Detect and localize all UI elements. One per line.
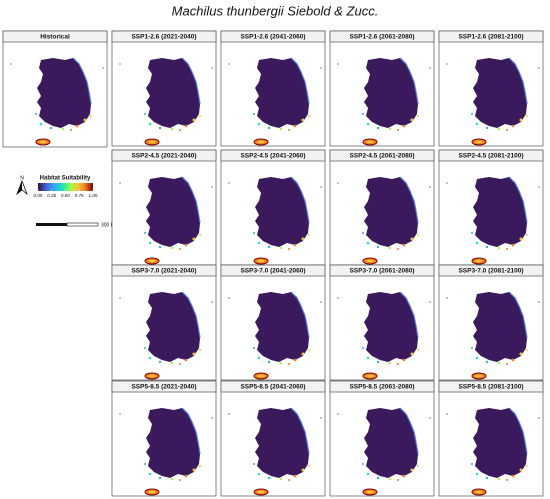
north-label: N	[20, 175, 24, 181]
map-panel: SSP1-2.6 (2021-2040)	[111, 30, 217, 147]
map-panel: SSP5-8.5 (2021-2040)	[111, 380, 217, 497]
colorbar-tick-label: 1.00	[89, 193, 98, 198]
panel-header	[111, 264, 217, 277]
panel-title: SSP2-4.5 (2061-2080)	[349, 153, 414, 160]
colorbar-tick-label: 0.50	[61, 193, 70, 198]
panel-title: SSP5-8.5 (2061-2080)	[349, 384, 414, 391]
panel-title: SSP2-4.5 (2081-2100)	[458, 153, 523, 160]
map-panel: SSP5-8.5 (2061-2080)	[329, 380, 435, 497]
panel-title: SSP5-8.5 (2081-2100)	[458, 384, 523, 391]
panel-header	[220, 149, 326, 162]
map-panel: SSP3-7.0 (2081-2100)	[438, 264, 544, 381]
panel-title: SSP5-8.5 (2021-2040)	[131, 384, 196, 391]
map-panel: SSP2-4.5 (2041-2060)	[220, 149, 326, 266]
panel-title: SSP3-7.0 (2021-2040)	[131, 268, 196, 275]
panel-header	[220, 264, 326, 277]
panel-header	[329, 30, 435, 43]
panel-title: SSP2-4.5 (2041-2060)	[240, 153, 305, 160]
panel-header	[438, 149, 544, 162]
panel-title: SSP2-4.5 (2021-2040)	[131, 153, 196, 160]
colorbar-tick-label: 0.75	[75, 193, 84, 198]
panel-title: SSP1-2.6 (2081-2100)	[458, 34, 523, 41]
panel-header	[438, 264, 544, 277]
panel-header	[220, 30, 326, 43]
map-panel: Historical	[2, 30, 108, 148]
map-panel: SSP1-2.6 (2081-2100)	[438, 30, 544, 147]
map-panel: SSP1-2.6 (2041-2060)	[220, 30, 326, 147]
north-arrow-fill	[17, 181, 22, 194]
panel-title: SSP3-7.0 (2061-2080)	[349, 268, 414, 275]
panel-title: Historical	[40, 34, 70, 41]
legend-title: Habitat Suitability	[40, 176, 91, 182]
panel-title: SSP1-2.6 (2061-2080)	[349, 34, 414, 41]
panel-header	[2, 30, 108, 43]
panel-title: SSP3-7.0 (2081-2100)	[458, 268, 523, 275]
scale-bar-dark	[36, 223, 67, 226]
panel-header	[438, 380, 544, 393]
map-panel: SSP2-4.5 (2081-2100)	[438, 149, 544, 266]
panel-header	[111, 30, 217, 43]
map-panel: SSP5-8.5 (2041-2060)	[220, 380, 326, 497]
scale-bar-label: 300 km	[101, 222, 117, 228]
panel-title: SSP5-8.5 (2041-2060)	[240, 384, 305, 391]
panel-header	[111, 380, 217, 393]
panel-header	[329, 264, 435, 277]
map-panel: SSP3-7.0 (2061-2080)	[329, 264, 435, 381]
panel-header	[329, 149, 435, 162]
map-panel: SSP2-4.5 (2061-2080)	[329, 149, 435, 266]
panel-header	[329, 380, 435, 393]
panel-header	[111, 149, 217, 162]
colorbar-tick-label: 0.00	[34, 193, 43, 198]
panel-title: SSP1-2.6 (2041-2060)	[240, 34, 305, 41]
colorbar-tick-label: 0.25	[47, 193, 56, 198]
panel-title: SSP3-7.0 (2041-2060)	[240, 268, 305, 275]
scale-bar-light	[66, 222, 99, 227]
map-panel: SSP3-7.0 (2021-2040)	[111, 264, 217, 381]
map-panel: SSP1-2.6 (2061-2080)	[329, 30, 435, 147]
map-panel: SSP5-8.5 (2081-2100)	[438, 380, 544, 497]
map-panel: SSP2-4.5 (2021-2040)	[111, 149, 217, 266]
colorbar	[38, 183, 93, 191]
panel-header	[438, 30, 544, 43]
panel-title: SSP1-2.6 (2021-2040)	[131, 34, 196, 41]
figure-title: Machilus thunbergii Siebold & Zucc.	[172, 3, 379, 18]
map-panel: SSP3-7.0 (2041-2060)	[220, 264, 326, 381]
panel-header	[220, 380, 326, 393]
